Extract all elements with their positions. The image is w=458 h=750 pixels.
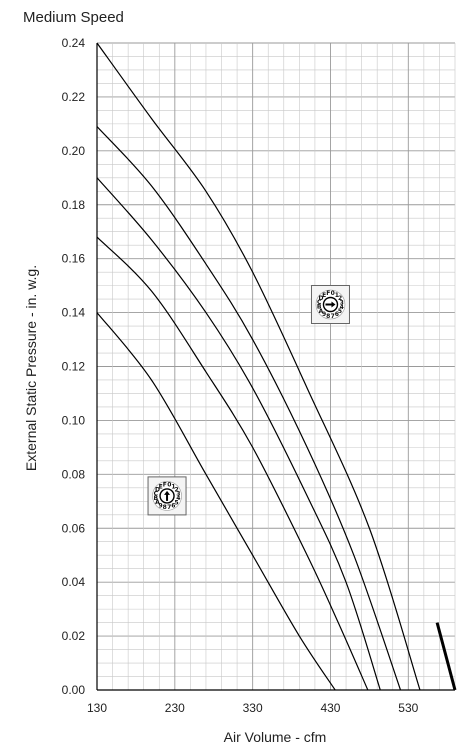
dial-arrow-icon xyxy=(325,301,336,308)
curve-5 xyxy=(96,42,421,691)
curve-4 xyxy=(96,126,402,691)
dial-digit: F xyxy=(163,482,167,489)
dial-digit: 1 xyxy=(171,483,175,490)
dial-digit: 2 xyxy=(338,295,342,302)
y-tick-label: 0.14 xyxy=(62,306,86,320)
x-axis-label: Air Volume - cfm xyxy=(224,729,327,745)
dial-digit: 6 xyxy=(335,311,339,318)
y-tick-label: 0.04 xyxy=(62,575,86,589)
y-tick-label: 0.20 xyxy=(62,144,86,158)
y-tick-label: 0.08 xyxy=(62,467,86,481)
y-tick-label: 0.16 xyxy=(62,252,86,266)
dial-digit: 4 xyxy=(176,495,180,502)
dial-digit: 6 xyxy=(171,502,175,509)
dial-digit: 3 xyxy=(340,299,344,306)
dial-digit: E xyxy=(322,292,326,299)
curve-3 xyxy=(96,177,381,691)
y-axis-label: External Static Pressure - in. w.g. xyxy=(23,265,39,471)
dial-digit: A xyxy=(319,308,324,315)
dial-digit: C xyxy=(154,491,159,498)
dial-digit: B xyxy=(317,304,322,311)
dial-digit: 5 xyxy=(338,308,342,315)
curve-1 xyxy=(96,312,336,691)
dial-digit: D xyxy=(318,295,323,302)
y-tick-label: 0.12 xyxy=(62,360,86,374)
x-tick-label: 130 xyxy=(87,701,107,715)
y-tick-label: 0.06 xyxy=(62,521,86,535)
curve-2 xyxy=(96,236,369,691)
dial-digit: 3 xyxy=(176,491,180,498)
x-tick-label: 430 xyxy=(320,701,340,715)
dial-digit: B xyxy=(153,495,158,502)
y-tick-label: 0.10 xyxy=(62,413,86,427)
dial-digit: F xyxy=(326,290,330,297)
dial-digit: E xyxy=(159,483,163,490)
dial-digit: 8 xyxy=(326,313,330,320)
dial-digit: 2 xyxy=(175,487,179,494)
dial-arrow-icon xyxy=(164,490,171,501)
dial-digit: D xyxy=(155,486,160,493)
dial-digit: 4 xyxy=(340,304,344,311)
y-tick-label: 0.18 xyxy=(62,198,86,212)
dial-digit: 0 xyxy=(331,290,335,297)
grid xyxy=(96,42,456,691)
dial-digit: 9 xyxy=(322,311,326,318)
y-tick-label: 0.00 xyxy=(62,683,86,697)
axes xyxy=(96,43,455,691)
dial-digit: 7 xyxy=(331,313,335,320)
x-tick-label: 230 xyxy=(165,701,185,715)
bold-boundary-segment xyxy=(435,622,457,691)
dial-digit: 9 xyxy=(159,502,163,509)
dial-digit: C xyxy=(317,299,322,306)
dial-digit: 1 xyxy=(335,292,339,299)
dial-digit: A xyxy=(155,499,160,506)
y-tick-label: 0.24 xyxy=(62,36,86,50)
dial-digit: 8 xyxy=(163,504,167,511)
x-tick-label: 530 xyxy=(398,701,418,715)
dial-digit: 5 xyxy=(174,499,178,506)
y-tick-label: 0.02 xyxy=(62,629,86,643)
tick-labels: 0.00 0.02 0.04 0.06 0.08 0.10 0.12 0.14 0.16 0.18… xyxy=(62,36,419,715)
x-tick-label: 330 xyxy=(243,701,263,715)
dial-digit: 0 xyxy=(167,482,171,489)
chart-title: Medium Speed xyxy=(23,9,124,26)
curves xyxy=(96,42,457,691)
dial-digit: 7 xyxy=(167,504,171,511)
y-tick-label: 0.22 xyxy=(62,90,86,104)
